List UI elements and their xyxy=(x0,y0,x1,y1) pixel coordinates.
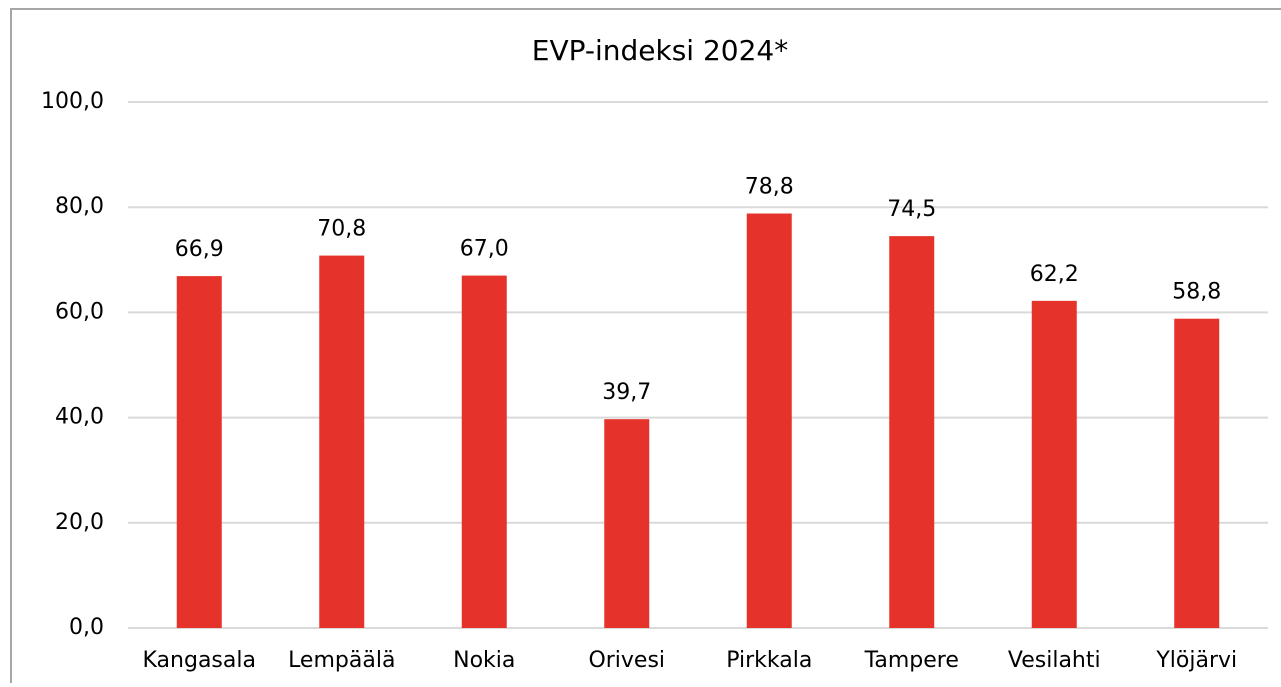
bar xyxy=(1174,318,1220,628)
x-tick-label: Kangasala xyxy=(143,648,256,673)
value-label: 66,9 xyxy=(175,237,224,262)
x-tick-label: Pirkkala xyxy=(726,648,812,673)
x-tick-label: Ylöjärvi xyxy=(1155,648,1237,673)
value-label: 39,7 xyxy=(602,380,651,405)
bar xyxy=(604,419,650,628)
value-label: 74,5 xyxy=(887,197,936,222)
chart-title: EVP-indeksi 2024* xyxy=(532,34,788,67)
y-tick-label: 100,0 xyxy=(41,89,104,114)
bar xyxy=(889,236,935,628)
bar xyxy=(1031,300,1077,628)
bar xyxy=(176,276,222,628)
x-tick-label: Lempäälä xyxy=(288,648,395,673)
bar xyxy=(461,275,507,628)
value-label: 58,8 xyxy=(1172,280,1221,305)
y-tick-label: 60,0 xyxy=(55,299,104,324)
x-tick-label: Orivesi xyxy=(588,648,665,673)
x-tick-label: Tampere xyxy=(864,648,959,673)
y-tick-label: 80,0 xyxy=(55,194,104,219)
y-tick-label: 20,0 xyxy=(55,510,104,535)
y-tick-label: 40,0 xyxy=(55,405,104,430)
bar xyxy=(319,255,365,629)
x-tick-label: Nokia xyxy=(453,648,515,673)
x-tick-label: Vesilahti xyxy=(1008,648,1101,673)
value-label: 67,0 xyxy=(460,237,509,262)
value-label: 78,8 xyxy=(745,175,794,200)
value-label: 70,8 xyxy=(317,217,366,242)
chart-border xyxy=(10,8,1281,687)
y-tick-label: 0,0 xyxy=(69,615,104,640)
bar xyxy=(746,213,792,628)
value-label: 62,2 xyxy=(1030,262,1079,287)
